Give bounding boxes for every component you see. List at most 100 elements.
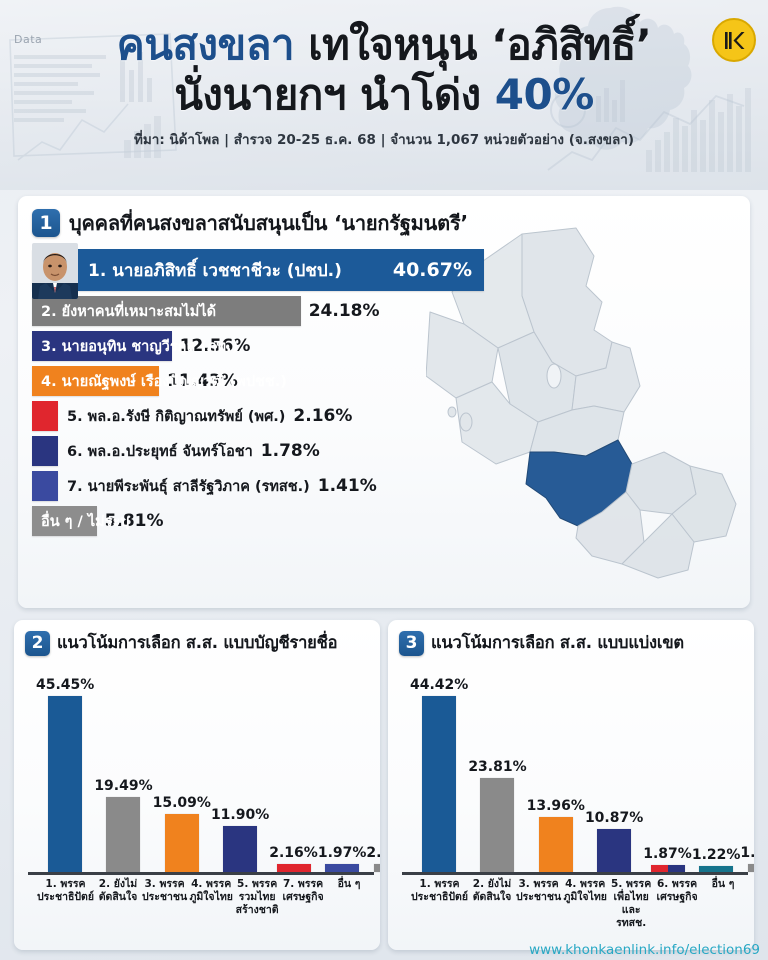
title-line-2-text: นั่งนายกฯ นำโด่ง (174, 69, 481, 119)
bar-value: 23.81% (468, 758, 527, 775)
x-axis-label: 2. ยังไม่ ตัดสินใจ (98, 878, 138, 904)
table-row: 2. ยังหาคนที่เหมาะสมไม่ได้ 24.18% (32, 296, 750, 326)
header: Data คนสงขลา เทใจหนุน ‘อภิสิทธิ์’ นั่งนา… (0, 0, 768, 190)
bar-segment (373, 863, 380, 872)
bar-value: 1.78% (260, 441, 320, 461)
section-2-x-axis-labels: 1. พรรค ประชาธิปัตย์ 2. ยังไม่ ตัดสินใจ 3. พ… (36, 878, 372, 917)
table-row: 5. พล.อ.รังษี กิติญาณทรัพย์ (พศ.) 2.16% (32, 401, 750, 431)
bar-segment (699, 866, 734, 872)
title-line-1-rest: เทใจหนุน ‘อภิสิทธิ์’ (308, 20, 652, 69)
section-3-header: 3 แนวโน้มการเลือก ส.ส. แบบแบ่งเขต (388, 620, 754, 658)
bar-value: 44.42% (410, 677, 469, 693)
bar-label: 3. นายอนุทิน ชาญวีรกูล (ภท.) (41, 338, 239, 355)
khonkaenlink-logo-icon (712, 18, 756, 62)
bar-value: 1.22% (691, 847, 741, 863)
bar-value: 13.96% (526, 797, 585, 814)
bar-color-segment (480, 777, 515, 872)
bar-color-segment (276, 863, 311, 872)
logo-k-glyph (725, 32, 745, 49)
section-3-title: แนวโน้มการเลือก ส.ส. แบบแบ่งเขต (431, 633, 684, 652)
bar-segment (325, 864, 360, 872)
x-axis-label: 1. พรรค ประชาธิปัตย์ (37, 878, 95, 904)
x-axis-label: 5. พรรค เพื่อไทย และ รทสช. (611, 878, 652, 930)
page-title: คนสงขลา เทใจหนุน ‘อภิสิทธิ์’ นั่งนายกฯ น… (0, 0, 768, 119)
bar-column: 23.81% (468, 666, 527, 872)
bar-column: 13.96% (527, 666, 585, 872)
bar-value: 1.87% (643, 845, 692, 862)
bar-column: 19.49% (94, 666, 153, 872)
bar-color-segment (597, 828, 632, 872)
title-highlight-percent: 40% (494, 69, 595, 119)
section-1-bar-chart: 1. นายอภิสิทธิ์ เวชชาชีวะ (ปชป.) 40.67% 2.… (18, 243, 750, 536)
bar-color-segment (373, 863, 380, 872)
bar-value: 1.98% (740, 845, 754, 862)
abhisit-portrait-avatar (32, 243, 78, 299)
bar-value: 40.67% (392, 259, 472, 281)
bar-column: 2.16% (366, 666, 380, 872)
bar-color-segment (538, 816, 573, 872)
section-3-x-axis-labels: 1. พรรค ประชาธิปัตย์ 2. ยังไม่ ตัดสินใจ 3. พ… (410, 878, 746, 931)
bar-segment (32, 436, 58, 466)
bar-color-segment (223, 825, 258, 872)
bar-value: 11.43% (167, 371, 238, 391)
bar-column: 45.45% (36, 666, 94, 872)
bar-value: 5.81% (104, 511, 164, 531)
section-3-plot-area: 44.42% 23.81% 13.96%10.87% 1.87%1.22%1.98% (410, 666, 754, 872)
table-row: 6. พล.อ.ประยุทธ์ จันทร์โอชา 1.78% (32, 436, 750, 466)
section-2-card: 2 แนวโน้มการเลือก ส.ส. แบบบัญชีรายชื่อ 4… (14, 620, 380, 950)
bar-segment: 1. นายอภิสิทธิ์ เวชชาชีวะ (ปชป.) 40.67% (32, 249, 484, 291)
title-highlight-songkhla: คนสงขลา (116, 20, 295, 69)
x-axis-label: 2. ยังไม่ ตัดสินใจ (472, 878, 512, 904)
bar-segment (48, 696, 83, 872)
title-line-2: นั่งนายกฯ นำโด่ง 40% (0, 70, 768, 120)
section-3-badge: 3 (399, 630, 424, 656)
section-3-bar-chart: 44.42%23.81%13.96%10.87%1.87%1.22%1.98% … (388, 658, 754, 950)
bar-value: 24.18% (308, 301, 380, 321)
bar-segment (276, 863, 311, 872)
bar-label: 1. นายอภิสิทธิ์ เวชชาชีวะ (ปชป.) (88, 260, 342, 281)
x-axis-label: 7. พรรค เศรษฐกิจ (282, 878, 324, 904)
section-3-axis-line (402, 872, 748, 875)
bar-segment (223, 825, 258, 872)
bar-column: 44.42% (410, 666, 468, 872)
section-1-card: 1 บุคคลที่คนสงขลาสนับสนุนเป็น ‘นายกรัฐมน… (18, 196, 750, 608)
x-axis-label: 6. พรรค เศรษฐกิจ (656, 878, 698, 904)
bar-value: 2.16% (269, 844, 318, 861)
bar-segment: 3. นายอนุทิน ชาญวีรกูล (ภท.) (32, 331, 238, 361)
bar-segment (597, 828, 632, 872)
bar-value: 10.87% (584, 809, 644, 826)
section-2-title: แนวโน้มการเลือก ส.ส. แบบบัญชีรายชื่อ (57, 633, 338, 652)
bar-color-segment (422, 696, 457, 872)
bar-segment (480, 777, 515, 872)
bar-value: 2.16% (366, 844, 380, 861)
section-1-badge: 1 (32, 209, 60, 237)
bar-column: 1.97% (318, 666, 366, 872)
table-row: 3. นายอนุทิน ชาญวีรกูล (ภท.) 12.56% (32, 331, 750, 361)
bar-segment (164, 813, 199, 872)
x-axis-label: อื่น ๆ (711, 878, 735, 890)
table-row: 7. นายพีระพันธุ์ สาลีรัฐวิภาค (รทสช.) 1.4… (32, 471, 750, 501)
bar-color-segment (325, 864, 360, 872)
bar-value: 2.16% (293, 406, 353, 426)
bar-column: 1.98% (740, 666, 754, 872)
portrait-graphic (32, 243, 78, 299)
bar-value: 1.41% (317, 476, 377, 496)
bar-label: 5. พล.อ.รังษี กิติญาณทรัพย์ (พศ.) (67, 408, 286, 425)
section-2-plot-area: 45.45% 19.49%15.09%11.90% 2.16%1.97%2.16% (36, 666, 380, 872)
footer-url[interactable]: www.khonkaenlink.info/election69 (529, 942, 760, 958)
bar-label: 7. นายพีระพันธุ์ สาลีรัฐวิภาค (รทสช.) (67, 478, 310, 495)
bar-label: 4. นายณัฐพงษ์ เรืองปัญญวุฒิ (พปชช.) (41, 373, 287, 390)
bar-segment (650, 864, 685, 872)
bar-segment (32, 401, 58, 431)
section-1-title: บุคคลที่คนสงขลาสนับสนุนเป็น ‘นายกรัฐมนตร… (69, 211, 468, 235)
x-axis-label: 1. พรรค ประชาธิปัตย์ (411, 878, 469, 904)
bar-value: 45.45% (36, 677, 95, 693)
table-row: 4. นายณัฐพงษ์ เรืองปัญญวุฒิ (พปชช.) 11.43… (32, 366, 750, 396)
x-axis-label: อื่น ๆ (337, 878, 361, 890)
bar-segment: อื่น ๆ / ไม่ระบุ (32, 506, 129, 536)
source-line: ที่มา: นิด้าโพล | สำรวจ 20-25 ธ.ค. 68 | … (133, 132, 635, 149)
x-axis-label: 4. พรรค ภูมิใจไทย (189, 878, 233, 904)
bar-column: 15.09% (153, 666, 211, 872)
bar-segment (32, 471, 58, 501)
bar-value: 11.90% (210, 806, 270, 823)
